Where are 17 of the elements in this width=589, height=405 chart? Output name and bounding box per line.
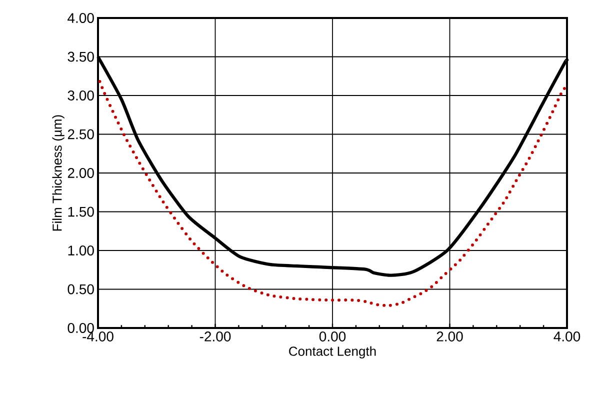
x-tick-label: -2.00: [200, 332, 231, 342]
y-tick-label: 2.50: [68, 129, 94, 140]
y-tick-label: 0.50: [68, 284, 94, 294]
x-tick-label: 0.00: [319, 332, 346, 342]
x-tick-label: -4.00: [82, 332, 114, 342]
line-series: [98, 80, 567, 308]
y-tick-label: 1.50: [68, 206, 94, 217]
x-tick-label: 4.00: [554, 332, 580, 342]
y-tick-label: 4.00: [68, 13, 94, 23]
y-tick-label: 3.00: [68, 90, 94, 100]
y-tick-label: 0.00: [68, 323, 94, 333]
x-axis-title: Contact Length: [289, 346, 376, 358]
y-tick-label: 2.00: [68, 168, 94, 178]
y-tick-label: 1.00: [68, 246, 94, 256]
x-tick-label: 2.00: [436, 332, 463, 342]
y-tick-label: 3.50: [68, 52, 94, 62]
y-axis-title: Film Thickness (µm): [52, 115, 64, 231]
